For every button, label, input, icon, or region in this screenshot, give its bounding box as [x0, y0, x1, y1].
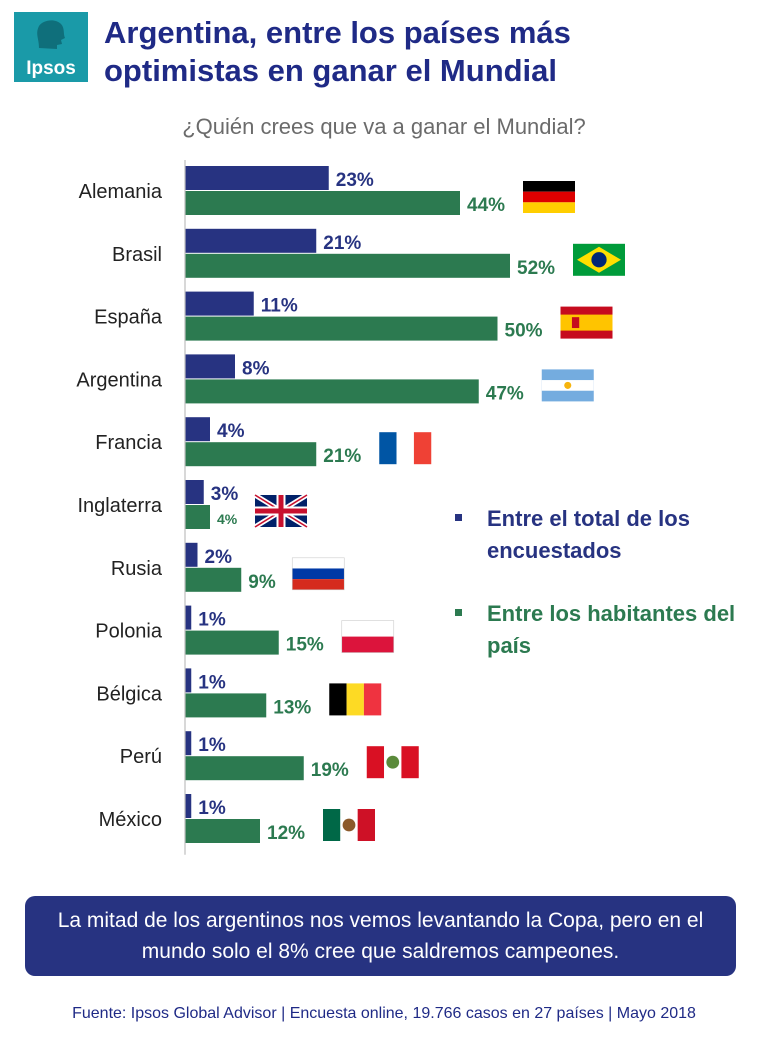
- data-label-country: 15%: [286, 635, 324, 656]
- bar-country: [185, 253, 510, 278]
- brand-name: Ipsos: [26, 58, 76, 79]
- legend-label-country: Entre los habitantes del país: [487, 601, 736, 658]
- callout-text: La mitad de los argentinos nos vemos lev…: [57, 909, 704, 963]
- peru-flag: [366, 746, 419, 779]
- bar-total: [185, 166, 329, 190]
- bar-country: [185, 505, 210, 529]
- data-label-total: 1%: [198, 735, 226, 756]
- bar-total: [185, 605, 192, 630]
- russia-flag: [291, 557, 345, 591]
- data-label-total: 11%: [261, 296, 298, 317]
- bar-country: [185, 567, 242, 592]
- bar-country: [185, 316, 498, 341]
- chart-subtitle: ¿Quién crees que va a ganar el Mundial?: [182, 114, 586, 139]
- bar-chart: Alemania 23% 44% Brasil 21% 52% España 11% 50% Ar…: [76, 160, 625, 855]
- category-label: Perú: [120, 746, 162, 768]
- category-label: Rusia: [111, 558, 163, 580]
- data-label-total: 21%: [323, 233, 361, 254]
- germany-flag: [523, 181, 575, 213]
- category-label: Inglaterra: [78, 495, 163, 517]
- argentina-flag: [541, 369, 594, 402]
- bar-country: [185, 442, 317, 467]
- title-line-1: Argentina, entre los países más: [104, 15, 571, 50]
- mexico-flag: [323, 809, 375, 841]
- category-label: Argentina: [76, 369, 162, 391]
- head-silhouette-icon: [37, 20, 65, 49]
- data-label-country: 19%: [311, 760, 349, 781]
- bar-country: [185, 379, 479, 404]
- category-label: Brasil: [112, 244, 162, 266]
- bar-total: [185, 542, 198, 567]
- data-label-country: 50%: [505, 321, 543, 342]
- uk-flag: [253, 492, 309, 530]
- data-label-total: 3%: [211, 484, 239, 505]
- france-flag: [379, 432, 432, 465]
- data-label-total: 1%: [198, 798, 226, 819]
- ipsos-logo: Ipsos: [14, 12, 88, 82]
- category-label: Bélgica: [96, 683, 162, 705]
- data-label-total: 8%: [242, 358, 270, 379]
- bar-country: [185, 191, 460, 215]
- bar-total: [185, 668, 192, 693]
- bar-country: [185, 819, 260, 843]
- category-label: España: [94, 307, 163, 329]
- brazil-flag: [573, 243, 625, 276]
- data-label-total: 4%: [217, 421, 245, 442]
- category-label: Polonia: [95, 621, 163, 643]
- data-label-country: 47%: [486, 383, 524, 404]
- data-label-total: 1%: [198, 610, 226, 631]
- data-label-country: 4%: [217, 511, 238, 527]
- bar-total: [185, 291, 254, 316]
- source-note: Fuente: Ipsos Global Advisor | Encuesta …: [72, 1005, 696, 1022]
- data-label-country: 44%: [467, 195, 505, 216]
- legend-swatch-total: [455, 514, 462, 521]
- page-title: Argentina, entre los países más optimist…: [104, 14, 704, 90]
- category-label: Francia: [95, 432, 163, 454]
- poland-flag: [341, 620, 395, 653]
- bar-total: [185, 731, 192, 756]
- spain-flag: [560, 306, 613, 339]
- bar-country: [185, 756, 304, 781]
- legend-label-total: Entre el total de los encuestados: [487, 506, 690, 563]
- data-label-total: 1%: [198, 672, 226, 693]
- bar-country: [185, 630, 279, 655]
- belgium-flag: [329, 683, 382, 716]
- data-label-country: 13%: [273, 697, 311, 718]
- bar-total: [185, 354, 235, 379]
- data-label-country: 21%: [323, 446, 361, 467]
- data-label-total: 2%: [205, 547, 233, 568]
- data-label-total: 23%: [336, 170, 374, 191]
- bar-total: [185, 794, 192, 818]
- bar-total: [185, 480, 204, 504]
- bar-total: [185, 417, 210, 442]
- data-label-country: 12%: [267, 823, 305, 844]
- title-line-2: optimistas en ganar el Mundial: [104, 53, 558, 88]
- data-label-country: 9%: [248, 572, 276, 593]
- data-label-country: 52%: [517, 258, 555, 279]
- callout-box: La mitad de los argentinos nos vemos lev…: [25, 896, 736, 976]
- legend-swatch-country: [455, 609, 462, 616]
- category-label: Alemania: [79, 181, 163, 203]
- category-label: México: [99, 809, 162, 831]
- bar-total: [185, 228, 317, 253]
- bar-country: [185, 693, 267, 718]
